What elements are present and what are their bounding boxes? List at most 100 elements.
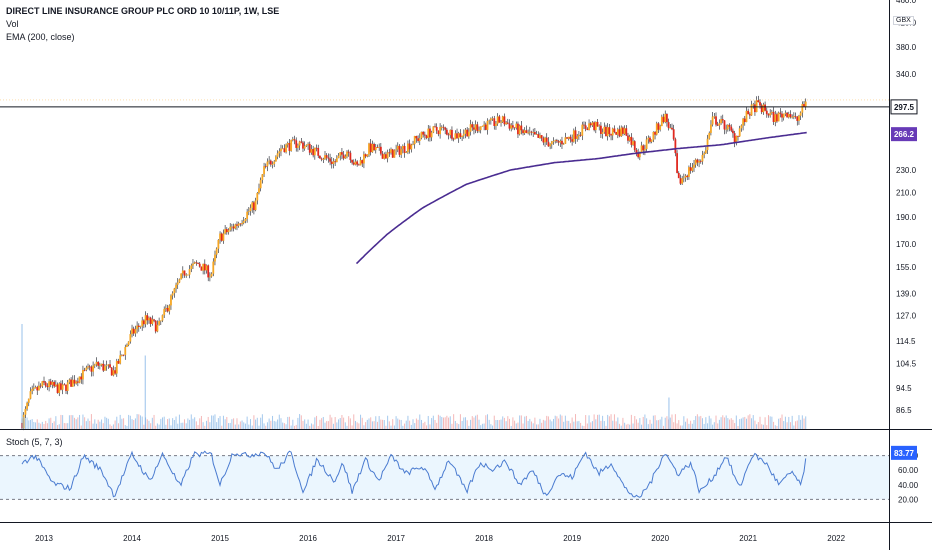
volume-bar <box>456 423 458 429</box>
volume-bar <box>619 423 621 429</box>
volume-bar <box>170 425 172 429</box>
volume-bar <box>786 422 788 429</box>
volume-bar <box>373 421 375 429</box>
candle-body <box>776 114 778 122</box>
candle-body <box>567 136 570 139</box>
candle-body <box>777 112 780 122</box>
candle-body <box>794 116 797 118</box>
volume-bar <box>654 415 656 429</box>
candle-body <box>447 134 450 136</box>
candle-body <box>743 118 746 123</box>
candle-body <box>652 131 655 140</box>
volume-bar <box>155 425 157 429</box>
candle-body <box>657 123 660 130</box>
volume-bar <box>211 415 213 429</box>
candle-body <box>41 381 44 387</box>
volume-bar <box>266 422 268 429</box>
volume-bar <box>588 415 590 429</box>
candle-body <box>173 288 176 294</box>
candle-body <box>291 139 294 141</box>
volume-bar <box>441 416 443 429</box>
volume-legend[interactable]: Vol <box>6 19 19 29</box>
volume-bar <box>771 416 773 429</box>
candle-body <box>781 113 783 118</box>
volume-bar <box>84 417 86 429</box>
volume-bar <box>417 419 419 429</box>
volume-bar <box>561 415 563 429</box>
candle-body <box>527 132 530 134</box>
candle-body <box>26 402 28 409</box>
candle-body <box>630 136 633 145</box>
volume-bar <box>434 419 436 429</box>
candle-body <box>383 154 386 159</box>
candle-body <box>796 116 799 121</box>
candle-body <box>366 154 369 157</box>
volume-bar <box>358 423 360 429</box>
volume-bar <box>497 420 499 429</box>
volume-bar <box>275 421 277 429</box>
candle-body <box>388 152 391 154</box>
candle-body <box>716 124 719 126</box>
volume-bar <box>385 425 387 429</box>
candle-body <box>63 384 66 386</box>
volume-bar <box>595 419 597 429</box>
candle-body <box>645 139 648 150</box>
candle-body <box>251 202 254 208</box>
candle-body <box>126 345 128 348</box>
candle-body <box>791 116 794 118</box>
candle-body <box>801 104 804 113</box>
candle-body <box>525 130 528 133</box>
candle-body <box>412 144 414 145</box>
volume-bar <box>405 420 407 429</box>
candle-body <box>425 135 428 139</box>
y-tick-label: 230.0 <box>896 166 917 175</box>
volume-bar <box>539 418 541 429</box>
volume-bar <box>348 416 350 429</box>
candle-body <box>586 128 589 131</box>
x-tick-label: 2018 <box>475 534 493 543</box>
volume-bar <box>387 415 389 429</box>
candle-body <box>759 102 761 106</box>
candle-body <box>694 159 697 165</box>
volume-bar <box>547 416 549 429</box>
volume-bar <box>168 418 170 429</box>
volume-bar <box>265 425 267 429</box>
volume-bar <box>517 422 519 429</box>
y-tick-label: 139.0 <box>896 290 917 299</box>
candle-body <box>488 120 491 122</box>
candle-body <box>364 154 367 157</box>
candle-body <box>175 284 177 289</box>
volume-bar <box>586 423 588 429</box>
volume-bar <box>700 415 702 429</box>
candle-body <box>422 131 425 135</box>
candle-body <box>325 155 328 158</box>
volume-bar <box>492 425 494 429</box>
candle-body <box>115 360 118 374</box>
volume-bar <box>299 414 301 429</box>
stoch-legend[interactable]: Stoch (5, 7, 3) <box>6 437 63 447</box>
ema-legend[interactable]: EMA (200, close) <box>6 32 75 42</box>
candle-body <box>281 148 284 150</box>
volume-bar <box>126 425 128 429</box>
volume-bar <box>192 418 194 429</box>
volume-bar <box>89 420 91 429</box>
candle-body <box>349 152 352 161</box>
candle-body <box>70 379 72 387</box>
candle-body <box>738 128 741 137</box>
volume-bar <box>165 424 167 429</box>
candle-body <box>522 130 524 134</box>
volume-bar <box>627 423 629 429</box>
volume-bar <box>73 417 75 429</box>
candle-body <box>197 263 199 264</box>
volume-bar <box>36 419 38 429</box>
volume-bar <box>461 420 463 429</box>
candle-body <box>87 366 89 368</box>
volume-bar <box>546 415 548 429</box>
candle-body <box>623 128 626 134</box>
volume-bar <box>679 425 681 429</box>
candle-body <box>789 114 792 118</box>
candle-body <box>503 116 506 125</box>
candle-body <box>498 116 501 123</box>
volume-bar <box>195 421 197 429</box>
